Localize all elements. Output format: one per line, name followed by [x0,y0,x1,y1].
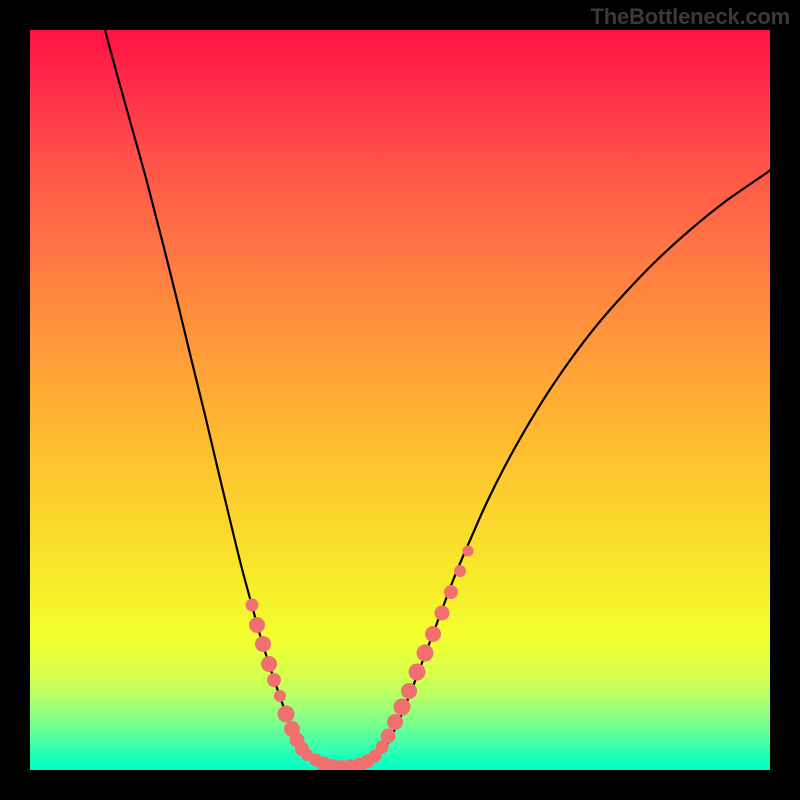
marker-right [381,729,396,744]
curve-layer [30,30,770,770]
marker-right [387,714,403,730]
marker-right [425,626,441,642]
marker-left [261,656,277,672]
marker-right [454,565,466,577]
v-curve [105,30,770,768]
marker-right [463,546,474,557]
marker-left [246,599,259,612]
marker-right [417,645,434,662]
marker-right [394,699,411,716]
watermark-text: TheBottleneck.com [590,4,790,30]
marker-left [255,636,271,652]
marker-left [278,706,295,723]
marker-right [444,585,458,599]
marker-left [249,617,265,633]
plot-area [30,30,770,770]
marker-right [435,606,450,621]
marker-left [267,673,281,687]
marker-right [409,664,426,681]
marker-left [274,690,286,702]
marker-right [401,683,417,699]
